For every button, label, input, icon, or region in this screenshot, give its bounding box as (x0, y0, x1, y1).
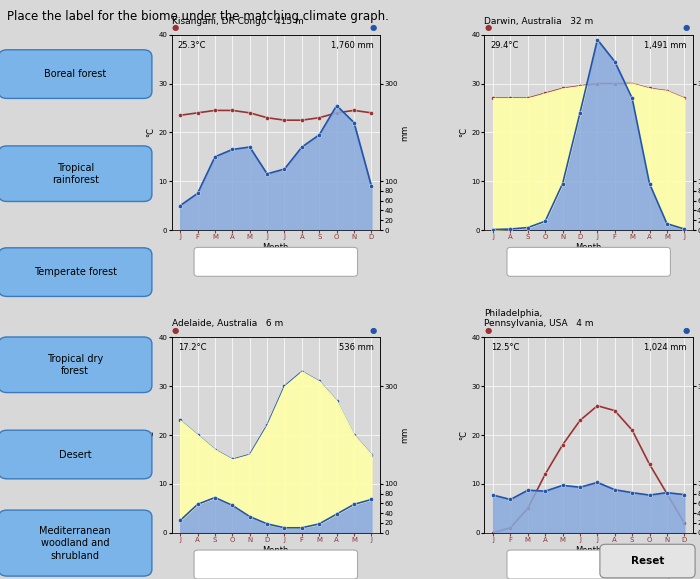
Y-axis label: °C: °C (459, 430, 468, 440)
Text: ●: ● (172, 326, 178, 335)
Text: 1,024 mm: 1,024 mm (644, 343, 687, 352)
X-axis label: Month: Month (262, 243, 289, 252)
Text: ●: ● (484, 23, 491, 32)
Y-axis label: °C: °C (146, 127, 155, 137)
Text: 17.2°C: 17.2°C (178, 343, 206, 352)
Text: Tropical dry
forest: Tropical dry forest (47, 354, 104, 376)
Text: Darwin, Australia   32 m: Darwin, Australia 32 m (484, 17, 594, 25)
Text: Adelaide, Australia   6 m: Adelaide, Australia 6 m (172, 319, 283, 328)
Text: 25.3°C: 25.3°C (178, 41, 206, 50)
Text: ●: ● (370, 326, 377, 335)
X-axis label: Month: Month (262, 545, 289, 555)
Text: 1,760 mm: 1,760 mm (331, 41, 374, 50)
Text: 536 mm: 536 mm (339, 343, 374, 352)
Text: Tropical
rainforest: Tropical rainforest (52, 163, 99, 185)
Text: Reset: Reset (631, 556, 664, 566)
Text: Mediterranean
woodland and
shrubland: Mediterranean woodland and shrubland (39, 526, 111, 560)
Text: 1,491 mm: 1,491 mm (644, 41, 687, 50)
Text: ●: ● (682, 326, 690, 335)
Text: Kisangani, DR Congo   415 m: Kisangani, DR Congo 415 m (172, 17, 303, 25)
Text: 29.4°C: 29.4°C (491, 41, 519, 50)
X-axis label: Month: Month (575, 243, 602, 252)
Text: Desert: Desert (59, 449, 92, 460)
Y-axis label: °C: °C (459, 127, 468, 137)
Y-axis label: °C: °C (146, 430, 155, 440)
X-axis label: Month: Month (575, 545, 602, 555)
Y-axis label: mm: mm (400, 427, 410, 443)
Text: ●: ● (484, 326, 491, 335)
Text: ●: ● (682, 23, 690, 32)
Text: ●: ● (172, 23, 178, 32)
Text: Philadelphia,
Pennsylvania, USA   4 m: Philadelphia, Pennsylvania, USA 4 m (484, 309, 594, 328)
Y-axis label: mm: mm (400, 124, 410, 141)
Text: Place the label for the biome under the matching climate graph.: Place the label for the biome under the … (7, 10, 389, 23)
Text: 12.5°C: 12.5°C (491, 343, 519, 352)
Text: Temperate forest: Temperate forest (34, 267, 117, 277)
Text: Boreal forest: Boreal forest (44, 69, 106, 79)
Text: ●: ● (370, 23, 377, 32)
